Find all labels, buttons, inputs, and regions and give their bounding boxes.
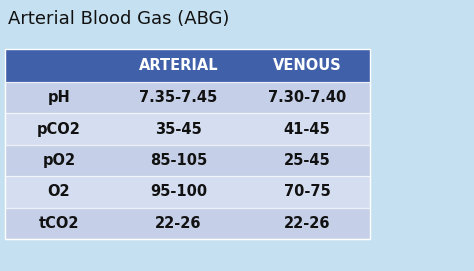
Text: pO2: pO2 xyxy=(42,153,75,168)
Text: 22-26: 22-26 xyxy=(155,216,201,231)
Text: pH: pH xyxy=(47,90,70,105)
FancyBboxPatch shape xyxy=(5,49,370,82)
Text: 35-45: 35-45 xyxy=(155,122,202,137)
Text: O2: O2 xyxy=(47,184,70,199)
FancyBboxPatch shape xyxy=(5,176,370,208)
Text: 70-75: 70-75 xyxy=(283,184,330,199)
Text: VENOUS: VENOUS xyxy=(273,58,341,73)
Text: ARTERIAL: ARTERIAL xyxy=(138,58,218,73)
Text: 7.30-7.40: 7.30-7.40 xyxy=(268,90,346,105)
FancyBboxPatch shape xyxy=(5,113,370,145)
Text: 95-100: 95-100 xyxy=(150,184,207,199)
Text: 85-105: 85-105 xyxy=(150,153,207,168)
Text: pCO2: pCO2 xyxy=(37,122,81,137)
Text: 22-26: 22-26 xyxy=(284,216,330,231)
Text: tCO2: tCO2 xyxy=(38,216,79,231)
FancyBboxPatch shape xyxy=(5,145,370,176)
FancyBboxPatch shape xyxy=(5,208,370,239)
Text: 25-45: 25-45 xyxy=(283,153,330,168)
Text: 41-45: 41-45 xyxy=(283,122,330,137)
Text: Arterial Blood Gas (ABG): Arterial Blood Gas (ABG) xyxy=(8,10,229,28)
Text: 7.35-7.45: 7.35-7.45 xyxy=(139,90,218,105)
FancyBboxPatch shape xyxy=(5,82,370,113)
